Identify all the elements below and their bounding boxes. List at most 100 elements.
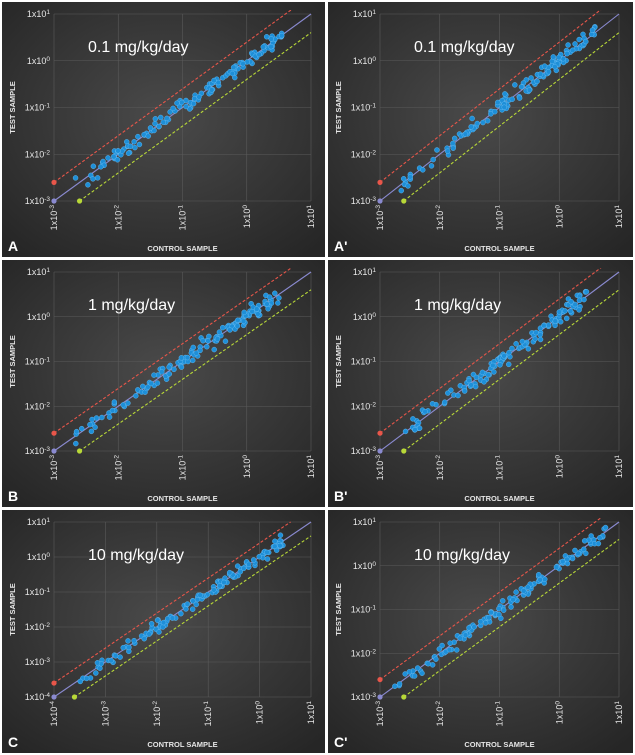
- data-point: [183, 606, 189, 612]
- data-point: [488, 609, 494, 616]
- data-point: [87, 421, 93, 428]
- chart-a-prime: 1x10-3 1x10-2 1x10-1 1x100 1x101 1x10-3 1x10-2…: [328, 2, 633, 257]
- data-point: [428, 163, 435, 169]
- data-point: [581, 538, 588, 544]
- data-point: [402, 671, 408, 677]
- x-tick-label: 1x10-1: [494, 455, 505, 481]
- data-point: [93, 670, 99, 676]
- y-tick-label: 1x101: [353, 267, 377, 278]
- data-point: [234, 323, 241, 329]
- data-point: [277, 542, 283, 549]
- data-point: [537, 71, 544, 77]
- data-point: [569, 555, 576, 562]
- data-point: [189, 606, 196, 612]
- y-tick-label: 1x100: [353, 55, 377, 66]
- data-point: [534, 78, 540, 85]
- data-point: [169, 615, 176, 621]
- data-point: [127, 143, 134, 150]
- data-point: [412, 427, 418, 433]
- data-point: [396, 681, 403, 687]
- guide-line-upper: [379, 518, 602, 681]
- guide-line-lower-marker: [401, 198, 407, 204]
- data-point: [482, 620, 489, 626]
- guide-line-lower: [79, 289, 312, 452]
- data-point: [206, 333, 212, 340]
- data-point: [581, 546, 587, 552]
- data-point: [276, 295, 282, 301]
- data-point: [268, 36, 275, 42]
- x-tick-label: 1x10-1: [494, 701, 505, 727]
- guide-line-identity-marker: [377, 448, 383, 454]
- data-point: [166, 364, 172, 370]
- data-point: [132, 144, 138, 151]
- y-tick-label: 1x100: [27, 55, 51, 66]
- data-point: [229, 70, 236, 77]
- data-point: [92, 424, 98, 430]
- data-point: [125, 638, 131, 644]
- data-point: [178, 355, 185, 361]
- data-point: [158, 114, 164, 121]
- data-point: [196, 94, 202, 100]
- dose-label: 1 mg/kg/day: [414, 297, 501, 314]
- data-point: [216, 329, 223, 335]
- data-point: [553, 564, 560, 570]
- data-point: [131, 139, 137, 145]
- data-point: [569, 47, 576, 53]
- data-point: [434, 147, 440, 153]
- data-point: [214, 336, 221, 342]
- y-tick-label: 1x10-1: [351, 604, 377, 615]
- data-point: [264, 549, 270, 556]
- x-axis-label: CONTROL SAMPLE: [464, 740, 534, 749]
- data-point: [156, 629, 162, 635]
- data-point: [197, 592, 203, 598]
- x-tick-label: 1x10-2: [151, 701, 162, 727]
- x-tick-label: 1x10-3: [375, 701, 386, 727]
- data-point: [133, 393, 139, 399]
- x-tick-label: 1x100: [241, 205, 252, 229]
- data-point: [451, 135, 458, 142]
- data-point: [154, 617, 161, 623]
- panel-label: A': [334, 238, 347, 254]
- data-point: [576, 36, 582, 43]
- y-tick-label: 1x10-2: [351, 648, 377, 659]
- data-point: [595, 540, 602, 547]
- data-point: [190, 344, 196, 351]
- data-point: [120, 402, 126, 408]
- data-point: [266, 294, 273, 300]
- data-point: [496, 605, 502, 612]
- data-point: [564, 315, 570, 322]
- data-point: [474, 120, 480, 127]
- y-tick-label: 1x101: [353, 517, 377, 528]
- data-point: [131, 637, 137, 644]
- y-tick-label: 1x10-2: [25, 622, 51, 633]
- y-tick-label: 1x10-2: [351, 149, 377, 160]
- data-point: [466, 625, 472, 631]
- y-axis-label: TEST SAMPLE: [334, 81, 343, 134]
- data-point: [105, 155, 111, 161]
- guide-line-identity: [53, 13, 312, 202]
- guide-line-lower-marker: [71, 694, 78, 700]
- x-axis-label: CONTROL SAMPLE: [147, 244, 217, 253]
- data-point: [455, 392, 461, 399]
- x-tick-label: 1x10-2: [434, 455, 445, 481]
- x-axis-label: CONTROL SAMPLE: [147, 740, 217, 749]
- data-point: [439, 642, 445, 649]
- data-point: [405, 183, 411, 189]
- data-point: [226, 569, 233, 576]
- x-tick-label: 1x101: [614, 455, 625, 479]
- data-point: [484, 118, 491, 124]
- guide-line-upper: [379, 268, 602, 434]
- data-point: [73, 440, 79, 447]
- data-point: [178, 610, 184, 617]
- data-point: [537, 577, 543, 583]
- data-point: [497, 362, 503, 368]
- data-point: [537, 336, 544, 343]
- data-point: [99, 414, 105, 421]
- data-point: [500, 598, 506, 604]
- guide-line-lower: [403, 32, 620, 202]
- data-point: [193, 350, 200, 356]
- data-point: [147, 125, 154, 131]
- data-point: [602, 524, 609, 531]
- data-point: [502, 91, 508, 97]
- guide-line-lower-marker: [401, 448, 407, 454]
